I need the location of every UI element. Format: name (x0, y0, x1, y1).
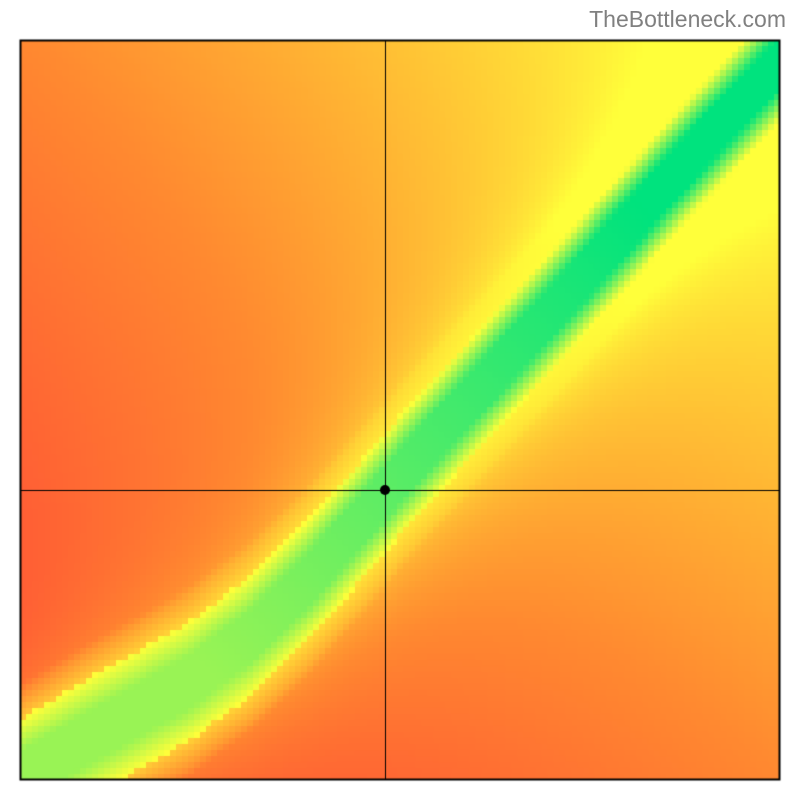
chart-container: TheBottleneck.com (0, 0, 800, 800)
heatmap-canvas (0, 0, 800, 800)
watermark-text: TheBottleneck.com (589, 6, 786, 33)
